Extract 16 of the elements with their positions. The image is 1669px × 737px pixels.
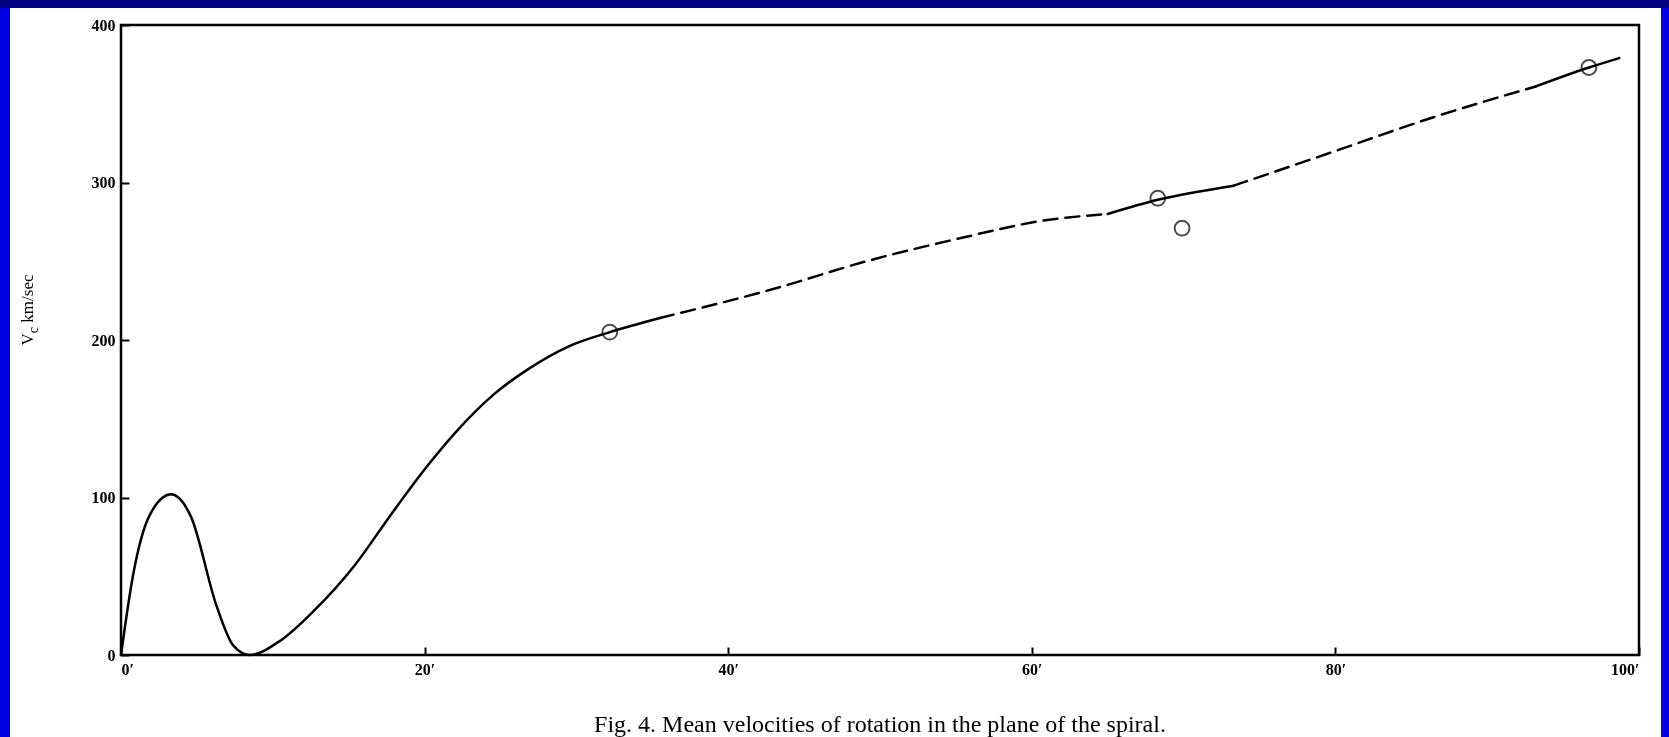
point	[1149, 189, 1167, 207]
x-tick-label: 20′	[414, 660, 436, 678]
text: Fig. 4. Mean velocities of rotation in the plane of the spiral.	[594, 711, 1166, 737]
x-tick-label: 40′	[718, 660, 739, 678]
x-tick-label: 100′	[1611, 660, 1640, 678]
x-tick-label: 0′	[121, 660, 134, 678]
y-tick-label: 200	[91, 331, 116, 349]
y-tick-label: 400	[91, 16, 116, 34]
point	[1173, 219, 1191, 237]
point	[601, 323, 619, 341]
x-tick-label: 60′	[1022, 660, 1043, 678]
y-tick-label: 100	[91, 489, 116, 506]
y-tick-label: 0	[107, 646, 116, 664]
y-tick-label: 300	[91, 174, 116, 191]
point	[1580, 59, 1598, 76]
x-tick-label: 80′	[1325, 660, 1347, 678]
